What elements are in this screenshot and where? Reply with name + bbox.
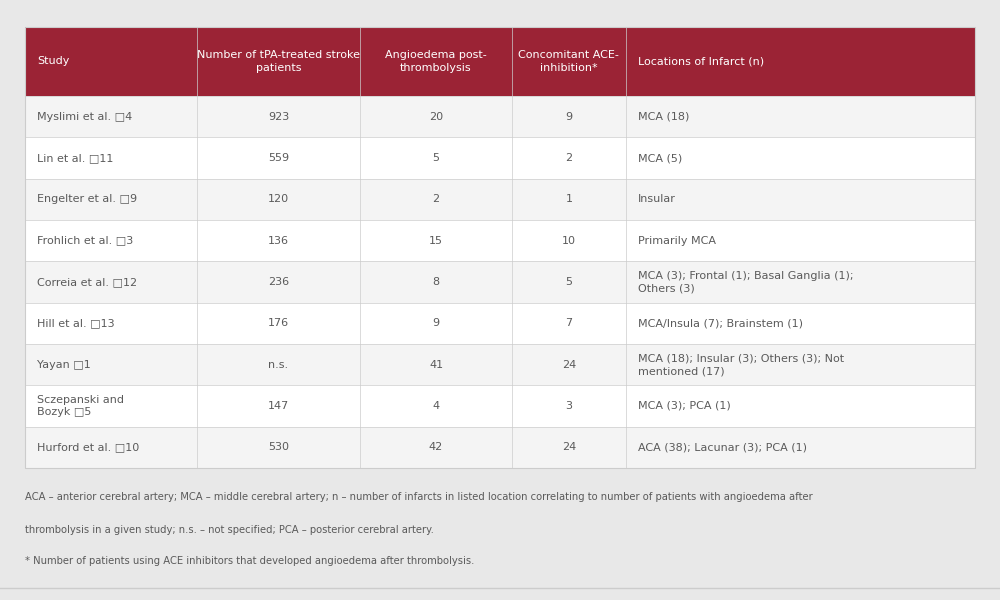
Text: ACA (38); Lacunar (3); PCA (1): ACA (38); Lacunar (3); PCA (1)	[638, 442, 807, 452]
Text: 923: 923	[268, 112, 289, 122]
Text: MCA (3); Frontal (1); Basal Ganglia (1);
Others (3): MCA (3); Frontal (1); Basal Ganglia (1);…	[638, 271, 853, 293]
Text: Angioedema post-
thrombolysis: Angioedema post- thrombolysis	[385, 50, 487, 73]
Text: 8: 8	[432, 277, 440, 287]
Text: Primarily MCA: Primarily MCA	[638, 236, 716, 245]
Text: 5: 5	[565, 277, 572, 287]
Text: Hurford et al. □10: Hurford et al. □10	[37, 442, 139, 452]
Text: 2: 2	[432, 194, 440, 205]
Bar	[25, 96, 975, 137]
Bar	[25, 27, 975, 468]
Text: Myslimi et al. □4: Myslimi et al. □4	[37, 112, 132, 122]
Text: MCA (18); Insular (3); Others (3); Not
mentioned (17): MCA (18); Insular (3); Others (3); Not m…	[638, 353, 844, 376]
Text: Number of tPA-treated stroke
patients: Number of tPA-treated stroke patients	[197, 50, 360, 73]
Bar	[25, 344, 975, 385]
Bar	[25, 137, 975, 179]
Text: 5: 5	[433, 153, 440, 163]
Text: 24: 24	[562, 442, 576, 452]
Text: Correia et al. □12: Correia et al. □12	[37, 277, 137, 287]
Bar	[25, 220, 975, 262]
Text: MCA (3); PCA (1): MCA (3); PCA (1)	[638, 401, 730, 411]
Text: 41: 41	[429, 359, 443, 370]
Text: Sczepanski and
Bozyk □5: Sczepanski and Bozyk □5	[37, 395, 124, 418]
Text: 9: 9	[432, 319, 440, 328]
Text: Study: Study	[37, 56, 69, 67]
Text: 147: 147	[268, 401, 289, 411]
Bar	[25, 302, 975, 344]
Bar	[25, 262, 975, 302]
Text: 9: 9	[565, 112, 572, 122]
Text: 20: 20	[429, 112, 443, 122]
Text: 236: 236	[268, 277, 289, 287]
Text: MCA/Insula (7); Brainstem (1): MCA/Insula (7); Brainstem (1)	[638, 319, 803, 328]
Bar	[25, 385, 975, 427]
Text: 15: 15	[429, 236, 443, 245]
Text: MCA (5): MCA (5)	[638, 153, 682, 163]
Text: 559: 559	[268, 153, 289, 163]
Text: ACA – anterior cerebral artery; MCA – middle cerebral artery; n – number of infa: ACA – anterior cerebral artery; MCA – mi…	[25, 492, 813, 502]
Text: 176: 176	[268, 319, 289, 328]
Text: Yayan □1: Yayan □1	[37, 359, 91, 370]
Bar	[25, 27, 975, 468]
Text: 136: 136	[268, 236, 289, 245]
Text: 3: 3	[565, 401, 572, 411]
Text: Hill et al. □13: Hill et al. □13	[37, 319, 115, 328]
Text: * Number of patients using ACE inhibitors that developed angioedema after thromb: * Number of patients using ACE inhibitor…	[25, 556, 474, 566]
Bar	[25, 427, 975, 468]
Text: Frohlich et al. □3: Frohlich et al. □3	[37, 236, 133, 245]
Text: Lin et al. □11: Lin et al. □11	[37, 153, 113, 163]
Text: Locations of Infarct (n): Locations of Infarct (n)	[638, 56, 764, 67]
Text: 530: 530	[268, 442, 289, 452]
Bar	[25, 27, 975, 96]
Bar	[25, 179, 975, 220]
Text: thrombolysis in a given study; n.s. – not specified; PCA – posterior cerebral ar: thrombolysis in a given study; n.s. – no…	[25, 525, 434, 535]
Text: n.s.: n.s.	[268, 359, 289, 370]
Text: 10: 10	[562, 236, 576, 245]
Text: Concomitant ACE-
inhibition*: Concomitant ACE- inhibition*	[518, 50, 619, 73]
Text: 42: 42	[429, 442, 443, 452]
Text: 24: 24	[562, 359, 576, 370]
Text: 4: 4	[432, 401, 440, 411]
Text: 120: 120	[268, 194, 289, 205]
Text: 2: 2	[565, 153, 572, 163]
Text: MCA (18): MCA (18)	[638, 112, 689, 122]
Text: 1: 1	[565, 194, 572, 205]
Text: Insular: Insular	[638, 194, 675, 205]
Text: 7: 7	[565, 319, 572, 328]
Text: Engelter et al. □9: Engelter et al. □9	[37, 194, 137, 205]
